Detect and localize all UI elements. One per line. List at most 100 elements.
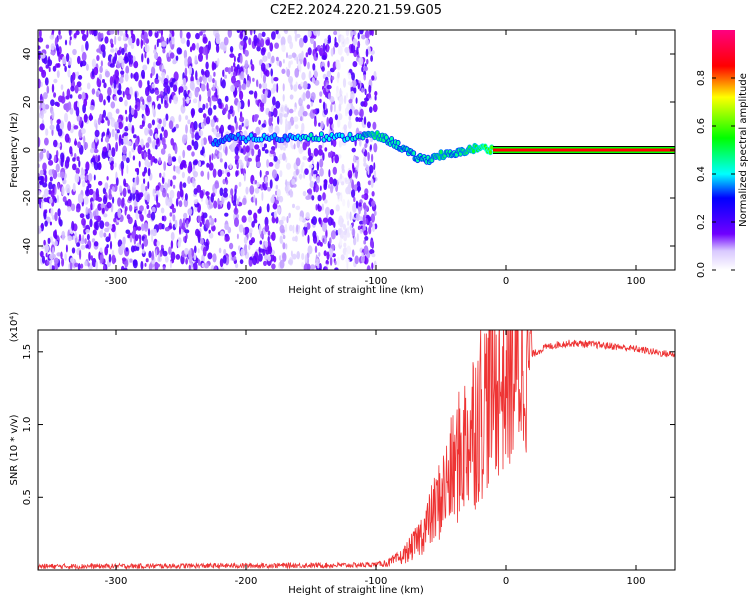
noise-speckle bbox=[322, 42, 326, 53]
noise-speckle bbox=[77, 141, 82, 149]
noise-speckle bbox=[162, 250, 168, 257]
noise-speckle bbox=[201, 122, 205, 129]
noise-speckle bbox=[302, 156, 308, 161]
noise-speckle bbox=[182, 97, 186, 108]
noise-speckle bbox=[293, 143, 296, 150]
noise-speckle bbox=[314, 47, 318, 52]
noise-speckle bbox=[51, 30, 55, 35]
noise-speckle bbox=[335, 229, 339, 236]
noise-speckle bbox=[136, 38, 140, 47]
noise-speckle bbox=[61, 56, 67, 65]
noise-speckle bbox=[310, 101, 314, 107]
noise-speckle bbox=[85, 206, 89, 216]
snr-y-axis: 0.5 1.0 1.5 bbox=[22, 344, 675, 505]
noise-speckle bbox=[330, 48, 334, 57]
noise-speckle bbox=[307, 61, 310, 70]
noise-speckle bbox=[159, 133, 163, 141]
noise-speckle bbox=[106, 128, 110, 136]
noise-speckle bbox=[192, 160, 198, 166]
noise-speckle bbox=[244, 49, 249, 57]
noise-speckle bbox=[161, 137, 166, 146]
noise-speckle bbox=[193, 140, 199, 151]
noise-speckle bbox=[290, 138, 293, 149]
noise-speckle bbox=[313, 170, 318, 176]
noise-speckle bbox=[56, 102, 60, 108]
noise-speckle bbox=[53, 257, 59, 265]
noise-speckle bbox=[365, 138, 369, 144]
noise-speckle bbox=[334, 114, 338, 121]
noise-speckle bbox=[153, 49, 157, 54]
noise-speckle bbox=[117, 89, 122, 96]
noise-speckle bbox=[90, 255, 94, 261]
noise-speckle bbox=[336, 256, 340, 267]
noise-speckle bbox=[86, 185, 89, 193]
noise-speckle bbox=[118, 96, 123, 103]
noise-speckle bbox=[348, 108, 353, 117]
noise-speckle bbox=[200, 170, 204, 177]
noise-speckle bbox=[371, 253, 376, 258]
noise-speckle bbox=[258, 253, 263, 262]
noise-speckle bbox=[272, 202, 278, 210]
noise-speckle bbox=[140, 260, 144, 270]
snr-series bbox=[38, 330, 675, 570]
noise-speckle bbox=[254, 144, 260, 150]
noise-speckle bbox=[74, 138, 77, 146]
noise-speckle bbox=[236, 233, 239, 240]
noise-speckle bbox=[174, 144, 178, 155]
noise-speckle bbox=[71, 247, 76, 254]
noise-speckle bbox=[86, 82, 91, 90]
noise-speckle bbox=[355, 97, 358, 104]
noise-speckle bbox=[103, 265, 106, 270]
noise-speckle bbox=[179, 30, 183, 39]
noise-speckle bbox=[134, 219, 137, 227]
noise-speckle bbox=[39, 30, 42, 39]
colorbar-ticks: 0.0 0.2 0.4 0.6 0.8 bbox=[696, 70, 735, 278]
noise-speckle bbox=[248, 244, 251, 251]
noise-speckle bbox=[142, 98, 145, 105]
noise-speckle bbox=[81, 51, 87, 62]
noise-speckle bbox=[137, 234, 142, 239]
noise-speckle bbox=[253, 219, 258, 224]
noise-speckle bbox=[337, 113, 343, 121]
noise-speckle bbox=[361, 66, 364, 73]
noise-speckle bbox=[67, 121, 72, 132]
noise-speckle bbox=[102, 79, 105, 84]
noise-speckle bbox=[317, 194, 322, 202]
noise-speckle bbox=[274, 200, 279, 205]
noise-speckle bbox=[242, 197, 247, 206]
noise-speckle bbox=[224, 95, 229, 103]
noise-speckle bbox=[169, 189, 175, 199]
noise-speckle bbox=[69, 261, 73, 270]
noise-speckle bbox=[284, 223, 288, 233]
noise-speckle bbox=[117, 30, 120, 36]
noise-speckle bbox=[50, 43, 55, 51]
noise-speckle bbox=[364, 236, 369, 241]
noise-speckle bbox=[144, 44, 150, 53]
noise-speckle bbox=[211, 127, 215, 133]
noise-speckle bbox=[54, 229, 57, 238]
noise-speckle bbox=[123, 135, 129, 145]
noise-speckle bbox=[275, 184, 278, 190]
noise-speckle bbox=[372, 121, 377, 130]
signal-point bbox=[319, 132, 323, 137]
noise-speckle bbox=[40, 224, 44, 229]
noise-speckle bbox=[352, 162, 354, 170]
noise-speckle bbox=[141, 120, 145, 127]
noise-speckle bbox=[68, 60, 71, 66]
noise-speckle bbox=[343, 230, 347, 236]
noise-speckle bbox=[106, 244, 109, 249]
noise-speckle bbox=[337, 192, 340, 200]
noise-speckle bbox=[232, 71, 237, 78]
noise-speckle bbox=[82, 234, 85, 243]
signal-point bbox=[348, 132, 352, 137]
noise-speckle bbox=[112, 58, 115, 66]
noise-speckle bbox=[111, 128, 115, 138]
noise-speckle bbox=[132, 55, 136, 63]
noise-speckle bbox=[267, 187, 271, 192]
noise-speckle bbox=[295, 157, 301, 167]
noise-speckle bbox=[326, 84, 332, 90]
noise-speckle bbox=[351, 189, 356, 198]
noise-speckle bbox=[261, 191, 264, 201]
noise-speckle bbox=[158, 118, 162, 125]
noise-speckle bbox=[117, 197, 122, 207]
